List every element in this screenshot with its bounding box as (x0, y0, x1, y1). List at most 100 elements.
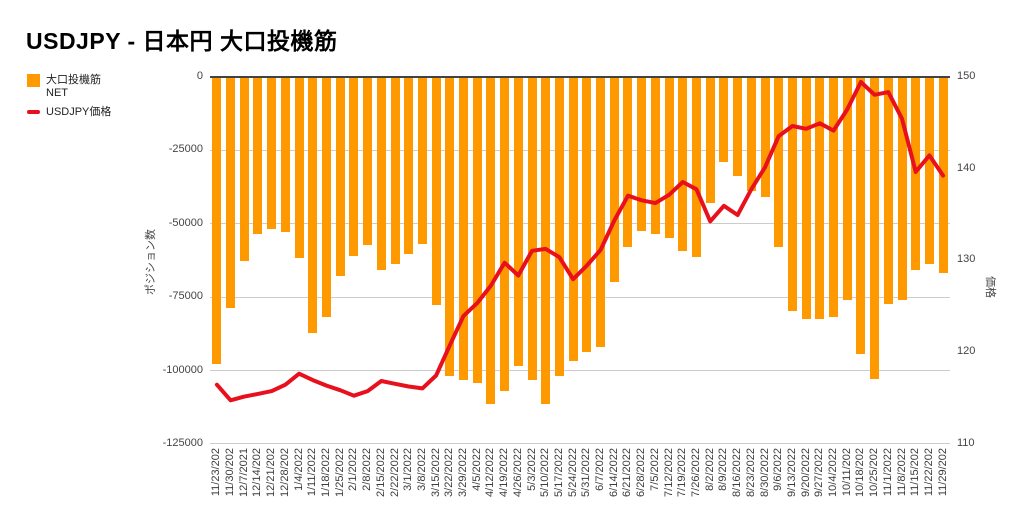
y-axis-right-tick-label: 120 (957, 345, 976, 358)
x-axis-tick-label: 10/18/202 (854, 448, 867, 497)
net-position-bar (609, 77, 619, 282)
y-axis-right-tick-label: 150 (957, 70, 976, 82)
y-axis-left-tick-label: -100000 (162, 363, 203, 376)
x-axis-tick-label: 7/5/2022 (648, 448, 661, 491)
net-position-bar (705, 77, 715, 203)
x-axis-tick-label: 3/15/2022 (429, 448, 442, 497)
legend-item-net: 大口投機筋 NET (27, 74, 101, 100)
x-axis-tick-label: 12/28/202 (278, 448, 291, 497)
net-position-bar (774, 77, 784, 247)
x-axis-tick-label: 4/5/2022 (470, 448, 483, 491)
x-axis-tick-label: 11/1/2022 (881, 448, 894, 497)
net-position-bar (582, 77, 592, 353)
net-position-bar (897, 77, 907, 300)
x-axis-tick-label: 10/11/202 (840, 448, 853, 497)
x-axis-tick-label: 6/7/2022 (594, 448, 607, 491)
x-axis-tick-label: 6/14/2022 (607, 448, 620, 497)
net-position-bar (239, 77, 249, 262)
net-position-bar (650, 77, 660, 234)
net-position-bar (486, 77, 496, 404)
x-axis-tick-label: 2/1/2022 (347, 448, 360, 491)
page-title: USDJPY - 日本円 大口投機筋 (26, 28, 338, 54)
net-position-bar (308, 77, 318, 334)
net-position-bar (280, 77, 290, 233)
x-axis-tick-label: 3/1/2022 (402, 448, 415, 491)
net-position-bar (212, 77, 222, 365)
x-axis-tick-label: 11/30/202 (224, 448, 237, 497)
x-axis-tick-label: 7/19/2022 (676, 448, 689, 497)
x-axis-tick-label: 1/11/2022 (306, 448, 319, 497)
x-axis-tick-label: 12/21/202 (265, 448, 278, 497)
x-axis-tick-label: 5/24/2022 (566, 448, 579, 497)
net-position-bar (390, 77, 400, 265)
legend-label-price: USDJPY価格 (46, 106, 112, 118)
legend-label-net-line1: 大口投機筋 (46, 74, 101, 86)
x-axis-tick-label: 10/4/2022 (827, 448, 840, 497)
net-position-bar (417, 77, 427, 244)
y-axis-title-right: 価格 (984, 276, 996, 298)
gridline (210, 370, 950, 372)
legend-label-net-line2: NET (46, 87, 68, 99)
x-axis-tick-label: 1/18/2022 (319, 448, 332, 497)
net-position-bar (815, 77, 825, 319)
net-position-bar (924, 77, 934, 265)
x-axis-tick-label: 5/17/2022 (552, 448, 565, 497)
x-axis-tick-label: 8/16/2022 (731, 448, 744, 497)
line-series-swatch-icon (27, 110, 40, 114)
zero-gridline (210, 75, 950, 78)
x-axis-tick-label: 10/25/202 (868, 448, 881, 497)
net-position-bar (335, 77, 345, 277)
x-axis-tick-label: 7/12/2022 (662, 448, 675, 497)
x-axis-tick-label: 2/22/2022 (388, 448, 401, 497)
x-axis-tick-label: 3/8/2022 (415, 448, 428, 491)
x-axis-tick-label: 11/23/202 (210, 448, 223, 497)
x-axis-tick-label: 11/15/202 (909, 448, 922, 497)
net-position-bar (760, 77, 770, 197)
y-axis-right-tick-label: 110 (957, 436, 975, 449)
net-position-bar (870, 77, 880, 379)
x-axis-tick-label: 1/4/2022 (292, 448, 305, 491)
x-axis-tick-label: 3/22/2022 (443, 448, 456, 497)
net-position-bar (472, 77, 482, 384)
x-axis-tick-label: 6/21/2022 (621, 448, 634, 497)
net-position-bar (404, 77, 414, 255)
net-position-bar (623, 77, 633, 247)
net-position-bar (787, 77, 797, 312)
net-position-bar (883, 77, 893, 304)
net-position-bar (459, 77, 469, 381)
y-axis-left-tick-label: -75000 (168, 290, 203, 303)
net-position-bar (226, 77, 236, 309)
x-axis-tick-label: 3/29/2022 (457, 448, 470, 497)
x-axis-tick-label: 5/31/2022 (580, 448, 593, 497)
y-axis-right-tick-label: 140 (957, 161, 976, 174)
net-position-bar (596, 77, 606, 347)
y-axis-left-tick-label: -125000 (162, 436, 203, 449)
x-axis-tick-label: 5/3/2022 (525, 448, 538, 491)
x-axis-tick-label: 9/20/2022 (799, 448, 812, 497)
x-axis-tick-label: 9/27/2022 (813, 448, 826, 497)
net-position-bar (746, 77, 756, 191)
net-position-bar (321, 77, 331, 318)
net-position-bar (267, 77, 277, 230)
x-axis-tick-label: 8/30/2022 (758, 448, 771, 497)
x-axis-tick-label: 12/14/202 (251, 448, 264, 497)
x-axis-tick-label: 9/6/2022 (772, 448, 785, 491)
x-axis-tick-label: 11/22/202 (922, 448, 935, 497)
y-axis-title-left: ポジション数 (145, 229, 157, 295)
net-position-bar (637, 77, 647, 231)
net-position-bar (541, 77, 551, 404)
net-position-bar (678, 77, 688, 252)
x-axis-tick-label: 7/26/2022 (689, 448, 702, 497)
net-position-bar (938, 77, 948, 274)
x-axis-tick-label: 6/28/2022 (635, 448, 648, 497)
net-position-bar (691, 77, 701, 257)
x-axis-tick-label: 8/2/2022 (703, 448, 716, 491)
net-position-bar (363, 77, 373, 246)
x-axis-tick-label: 12/7/2021 (237, 448, 250, 497)
net-position-bar (554, 77, 564, 376)
y-axis-left-tick-label: -25000 (168, 143, 203, 156)
gridline (210, 443, 950, 445)
net-position-bar (500, 77, 510, 391)
x-axis-tick-label: 4/19/2022 (498, 448, 511, 497)
